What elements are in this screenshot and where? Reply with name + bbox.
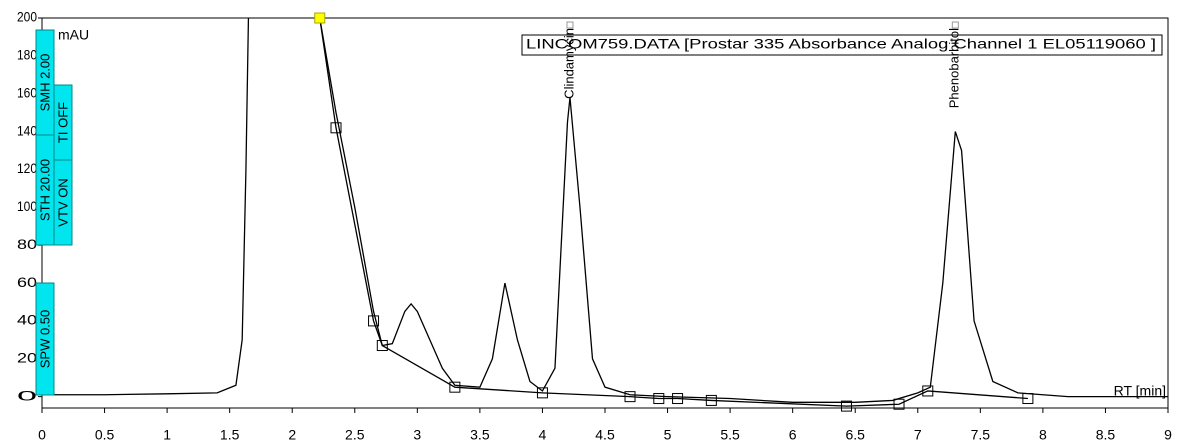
- x-tick-label: 5.5: [720, 427, 740, 443]
- peak-marker: [1022, 393, 1034, 405]
- peak-marker: [368, 315, 380, 327]
- peak-marker: [330, 122, 342, 134]
- peak-label: Clindamycin: [561, 28, 576, 99]
- x-tick-label: 7: [914, 427, 922, 443]
- x-tick-label: 4.5: [595, 427, 615, 443]
- x-tick-label: 2: [288, 427, 296, 443]
- settings-box: [53, 159, 73, 246]
- x-tick-label: 9: [1164, 427, 1172, 443]
- peak-marker: [672, 393, 684, 405]
- y-tick-label: 180: [17, 47, 37, 63]
- y-tick-label: 60: [17, 274, 37, 290]
- y-tick-label: 140: [17, 122, 37, 138]
- peak-marker: [705, 394, 717, 406]
- x-tick-label: 6.5: [845, 427, 865, 443]
- x-tick-label: 8: [1039, 427, 1047, 443]
- y-tick-label: 0: [17, 387, 38, 403]
- x-tick-label: 7.5: [971, 427, 991, 443]
- y-tick-label: 80: [17, 236, 37, 252]
- peak-marker: [376, 340, 388, 352]
- y-tick-label: 20: [17, 349, 37, 365]
- settings-label: TI OFF: [55, 102, 70, 143]
- x-tick-label: 1.5: [220, 427, 240, 443]
- y-axis-label: mAU: [58, 27, 89, 43]
- settings-label: SPW 0.50: [37, 310, 52, 369]
- peak-label-tick: [566, 21, 574, 29]
- x-tick-label: 3: [413, 427, 421, 443]
- x-tick-label: 5: [664, 427, 672, 443]
- x-tick-label: 1: [163, 427, 171, 443]
- peak-marker: [624, 391, 636, 403]
- peak-label-tick: [951, 21, 959, 29]
- y-tick-label: 40: [17, 312, 37, 328]
- x-axis-label: RT [min]: [1114, 383, 1166, 399]
- peak-marker: [653, 393, 665, 405]
- x-tick-label: 4: [539, 427, 547, 443]
- y-tick-label: 120: [17, 160, 37, 176]
- settings-label: STH 20.00: [37, 159, 52, 221]
- peak-marker: [922, 385, 934, 397]
- trace-line: [319, 18, 1168, 403]
- x-tick-label: 3.5: [470, 427, 490, 443]
- settings-label: SMH 2.00: [37, 54, 52, 112]
- y-tick-label: 160: [17, 84, 37, 100]
- x-tick-label: 8.5: [1096, 427, 1116, 443]
- y-tick-label: 100: [17, 198, 37, 214]
- peak-marker: [449, 381, 461, 393]
- settings-label: VTV ON: [55, 178, 70, 226]
- x-tick-label: 0: [38, 427, 46, 443]
- peak-marker: [840, 400, 852, 412]
- title-box: [521, 34, 1163, 56]
- x-tick-label: 0.5: [95, 427, 115, 443]
- chart-title: LINCOM759.DATA [Prostar 335 Absorbance A…: [526, 36, 1156, 52]
- plot-frame: [41, 17, 1169, 409]
- peak-marker: [536, 387, 548, 399]
- trace-line: [319, 18, 1028, 407]
- peak-label: Phenobarbitol: [947, 28, 962, 108]
- x-tick-label: 2.5: [345, 427, 365, 443]
- settings-box: [35, 282, 55, 396]
- peak-marker: [893, 398, 905, 410]
- y-tick-label: 200: [17, 9, 37, 25]
- x-tick-label: 6: [789, 427, 797, 443]
- trace-line: [42, 18, 250, 396]
- peak-marker: [314, 12, 326, 24]
